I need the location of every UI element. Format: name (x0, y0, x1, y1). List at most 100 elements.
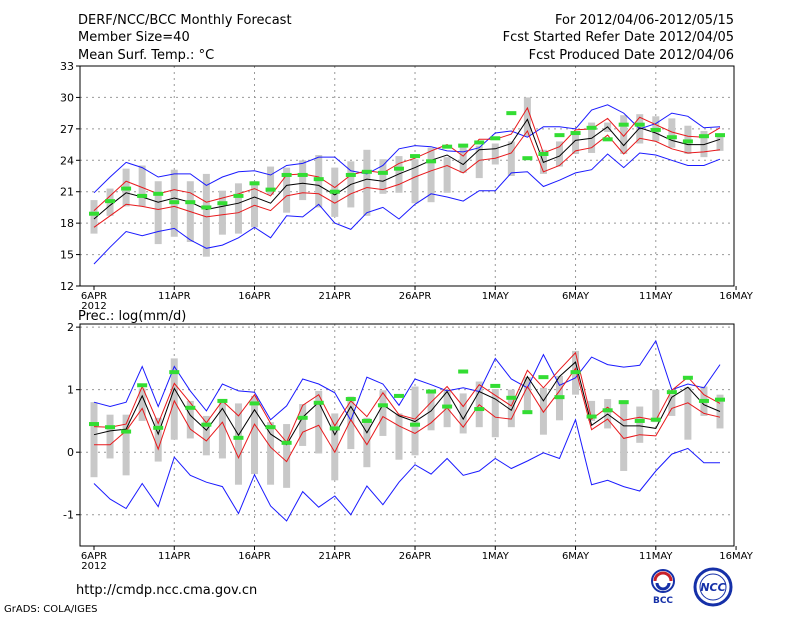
temp-obs-marker (89, 211, 99, 216)
prec-obs-marker (217, 398, 228, 403)
temp-year-label: 2012 (81, 301, 106, 312)
temp-obs-marker (105, 199, 116, 204)
temp-xtick-label: 6MAY (562, 291, 590, 302)
temp-obs-marker (634, 122, 645, 127)
produced-date: Fcst Produced Date 2012/04/06 (528, 48, 734, 63)
footer-url[interactable]: http://cmdp.ncc.cma.gov.cn (76, 583, 258, 598)
member-size: Member Size=40 (78, 30, 190, 45)
prec-obs-marker (121, 429, 132, 434)
prec-xtick-label: 16MAY (719, 551, 753, 562)
prec-spread-box (138, 388, 146, 421)
temp-obs-marker (249, 181, 260, 186)
temp-obs-marker (442, 144, 453, 149)
prec-obs-marker (361, 418, 372, 423)
prec-spread-box (347, 396, 355, 450)
prec-spread-box (218, 400, 226, 459)
prec-spread-box (251, 395, 259, 475)
prec-obs-marker (618, 400, 629, 405)
temp-obs-marker (650, 127, 661, 132)
temp-frame (79, 65, 735, 287)
prec-obs-marker (265, 425, 276, 430)
prec-obs-marker (377, 403, 388, 408)
temp-spread-box (523, 97, 531, 137)
temp-spread-box (363, 149, 371, 216)
start-date: Fcst Started Refer Date 2012/04/05 (502, 30, 734, 45)
temp-obs-marker (393, 166, 404, 171)
temp-lower-line (93, 129, 721, 228)
temp-ytick-label: 21 (60, 186, 74, 199)
prec-obs-marker (345, 397, 356, 402)
temp-obs-marker (570, 131, 581, 136)
temp-spread-box (475, 145, 483, 179)
prec-obs-marker (153, 425, 164, 430)
prec-obs-marker (233, 435, 244, 440)
prec-obs-marker (538, 375, 549, 380)
prec-obs-marker (634, 418, 645, 423)
temp-spread-box (443, 157, 451, 193)
prec-spread-box (411, 386, 419, 456)
temp-obs-marker (538, 152, 549, 156)
temp-ytick-label: 12 (60, 280, 74, 293)
temp-spread-box (427, 147, 435, 203)
temp-spread-box (459, 146, 467, 173)
temp-obs-marker (169, 200, 180, 205)
temp-ytick-label: 30 (60, 91, 74, 104)
prec-spread-box (652, 389, 660, 423)
prec-min-line (93, 418, 720, 522)
temp-obs-marker (490, 136, 501, 141)
temp-obs-marker (345, 172, 356, 177)
temp-obs-marker (137, 193, 148, 198)
prec-spread-box (202, 415, 210, 456)
temp-obs-marker (458, 143, 469, 148)
temp-panel: 12 15 18 21 24 27 30 33 6APR 11APR 16APR 21APR 26APR… (60, 60, 754, 312)
prec-obs-marker (586, 414, 597, 419)
temp-spread-box (507, 141, 515, 176)
temp-obs-marker (297, 172, 308, 177)
prec-spread-box (459, 393, 467, 434)
prec-obs-marker (522, 410, 533, 415)
prec-obs-marker (715, 397, 725, 402)
temp-max-line (93, 104, 721, 194)
prec-obs-marker (570, 370, 581, 375)
temp-spread-box (267, 166, 275, 195)
temp-spread-box (218, 190, 226, 235)
prec-obs-marker (329, 426, 340, 431)
prec-spread-box (186, 400, 194, 439)
temp-xtick-label: 16APR (238, 291, 271, 302)
temp-obs-marker (715, 133, 725, 138)
prec-spread-box (363, 417, 371, 468)
temp-spread-box (90, 200, 98, 234)
temp-spread-box (620, 115, 628, 154)
prec-obs-marker (410, 422, 421, 427)
temp-xtick-label: 21APR (318, 291, 351, 302)
temp-obs-marker (201, 205, 212, 210)
prec-spread-box (636, 406, 644, 443)
prec-obs-marker (185, 405, 196, 410)
temp-obs-marker (426, 159, 437, 164)
prec-ytick-label: 1 (67, 384, 74, 397)
prec-frame (79, 323, 735, 547)
temp-obs-marker (506, 111, 517, 116)
prec-xtick-label: 16APR (238, 551, 271, 562)
prec-obs-marker (698, 398, 709, 403)
temp-spread-box (668, 118, 676, 148)
temp-min-line (93, 152, 721, 265)
temp-spread-box (299, 160, 307, 201)
prec-spread-box (122, 414, 130, 476)
prec-spread-box (299, 404, 307, 446)
prec-spread-box (668, 394, 676, 416)
prec-obs-marker (554, 395, 565, 400)
prec-obs-marker (682, 375, 693, 380)
temp-obs-marker (666, 135, 677, 140)
prec-obs-marker (393, 393, 404, 398)
forecast-period: For 2012/04/06-2012/05/15 (555, 13, 734, 28)
prec-xtick-label: 1MAY (482, 551, 510, 562)
prec-spread-box (379, 390, 387, 436)
prec-obs-marker (201, 422, 212, 427)
prec-obs-marker (506, 395, 517, 400)
temp-spread-box (716, 136, 724, 151)
temp-spread-box (411, 159, 419, 204)
prec-spread-box (491, 389, 499, 438)
